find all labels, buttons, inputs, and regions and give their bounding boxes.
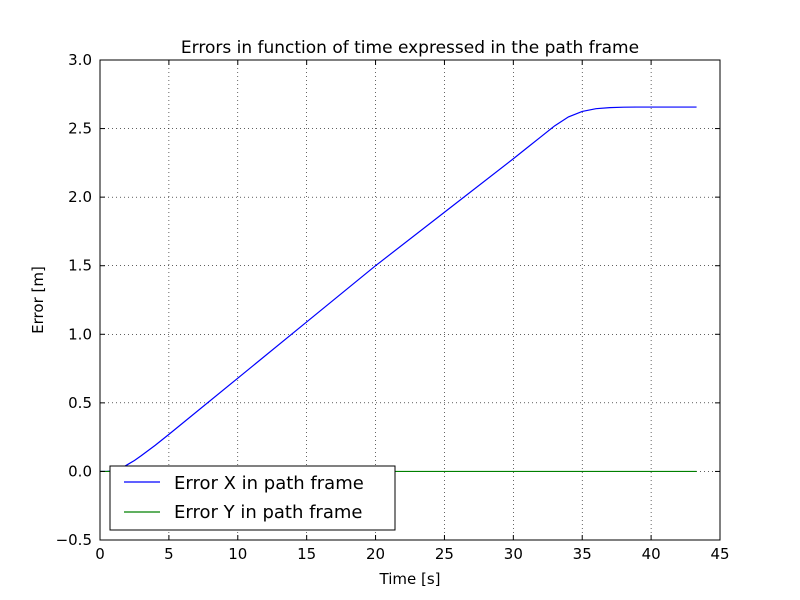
y-tick-label: 2.0 xyxy=(68,188,92,206)
x-tick-label: 5 xyxy=(164,545,174,563)
legend: Error X in path frame Error Y in path fr… xyxy=(109,465,396,531)
x-tick-label: 15 xyxy=(297,545,316,563)
y-tick-label: 0.5 xyxy=(68,394,92,412)
legend-label-error-x: Error X in path frame xyxy=(174,473,364,494)
legend-box xyxy=(109,465,396,531)
x-axis-label: Time [s] xyxy=(379,570,441,588)
plot-area xyxy=(100,60,720,540)
x-tick-label: 45 xyxy=(710,545,729,563)
ticks: 0 5 10 15 20 25 30 35 40 45 −0.5 0.0 0.5 1.0 1.5 2.0 2.5… xyxy=(56,51,730,563)
x-tick-label: 40 xyxy=(642,545,661,563)
y-tick-label: 2.5 xyxy=(68,120,92,138)
series-line-error-x xyxy=(100,106,697,473)
y-tick-label: 3.0 xyxy=(68,51,92,69)
x-tick-label: 25 xyxy=(435,545,454,563)
y-tick-label: 0.0 xyxy=(68,462,92,480)
legend-label-error-y: Error Y in path frame xyxy=(174,502,362,523)
x-tick-label: 30 xyxy=(504,545,523,563)
y-tick-label: −0.5 xyxy=(56,531,92,549)
y-axis-label: Error [m] xyxy=(29,266,47,334)
x-tick-label: 10 xyxy=(228,545,247,563)
plot-frame xyxy=(99,59,721,541)
x-tick-label: 0 xyxy=(95,545,105,563)
chart-title: Errors in function of time expressed in … xyxy=(181,38,639,58)
y-tick-label: 1.0 xyxy=(68,325,92,343)
x-tick-label: 20 xyxy=(366,545,385,563)
y-tick-label: 1.5 xyxy=(68,257,92,275)
x-tick-label: 35 xyxy=(573,545,592,563)
